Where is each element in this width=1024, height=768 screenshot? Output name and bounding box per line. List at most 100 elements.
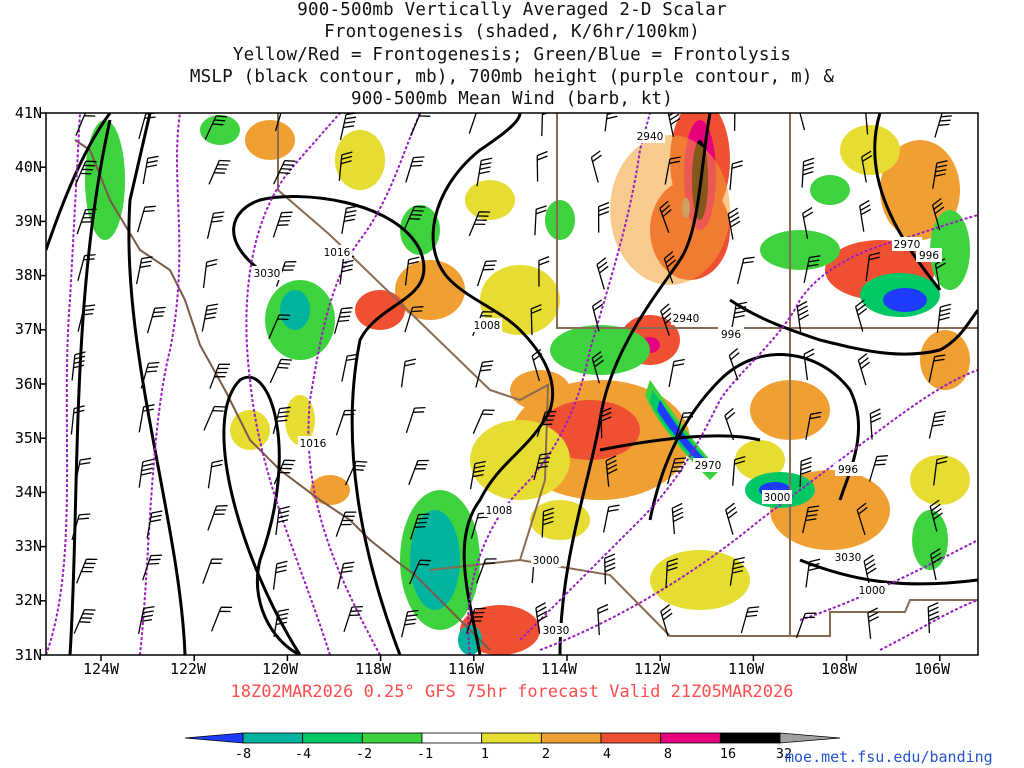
lon-label: 114W	[540, 660, 578, 678]
lat-label: 36N	[14, 375, 42, 393]
wind-barb	[536, 410, 557, 437]
wind-barb	[732, 455, 746, 486]
svg-text:996: 996	[919, 250, 939, 262]
wind-barb	[795, 612, 817, 639]
svg-text:2940: 2940	[637, 131, 664, 143]
wind-barb	[733, 113, 736, 131]
wind-barb	[272, 211, 293, 238]
wind-barb	[929, 499, 943, 532]
wind-barb	[605, 455, 618, 487]
wind-barb	[799, 456, 812, 488]
wind-barb	[207, 505, 228, 531]
credit-link[interactable]: moe.met.fsu.edu/banding	[785, 748, 993, 766]
wind-barb	[859, 199, 872, 232]
wind-barb	[204, 115, 228, 140]
wind-barb	[534, 205, 547, 236]
lon-label: 110W	[727, 660, 765, 678]
wind-barb	[531, 348, 543, 382]
wind-barb	[203, 405, 226, 431]
wind-barb	[541, 113, 550, 137]
wind-barb	[476, 260, 497, 287]
wind-barb	[339, 255, 355, 285]
wind-barb	[405, 156, 425, 183]
wind-barb	[596, 257, 609, 290]
colorbar-label: 32	[775, 746, 793, 762]
lon-label: 118W	[354, 660, 392, 678]
wind-barb	[863, 554, 877, 587]
title-line-3: Yellow/Red = Frontogenesis; Green/Blue =…	[232, 45, 792, 65]
lat-label: 37N	[14, 320, 42, 338]
wind-barb	[671, 502, 684, 535]
lon-label: 108W	[820, 660, 858, 678]
wind-barb	[736, 256, 755, 285]
axis-ticks	[40, 112, 941, 661]
wind-barb	[137, 605, 155, 635]
wind-barb	[869, 408, 882, 440]
wind-barb	[591, 351, 604, 384]
mslp-label: 1000	[857, 583, 887, 597]
wind-barb	[343, 605, 364, 633]
wind-barb	[275, 505, 290, 536]
wind-barb	[602, 504, 620, 533]
wind-barb	[933, 456, 948, 486]
wind-barb	[604, 113, 618, 132]
wind-barb	[664, 156, 681, 185]
colorbar	[184, 732, 841, 744]
height-label: 3030	[252, 266, 282, 280]
wind-barb	[73, 608, 96, 634]
wind-barb	[931, 197, 945, 231]
wind-barb	[867, 607, 879, 639]
colorbar-swatch	[600, 732, 662, 744]
wind-barb	[729, 160, 743, 190]
svg-text:3000: 3000	[764, 492, 791, 504]
wind-barb	[344, 460, 368, 486]
colorbar-swatch	[719, 732, 781, 744]
wind-barb	[730, 301, 748, 331]
wind-barb	[405, 406, 426, 434]
wind-barb	[71, 513, 91, 541]
colorbar-swatch	[421, 732, 483, 744]
height-label: 3030	[541, 623, 571, 637]
lat-label: 32N	[14, 591, 42, 609]
wind-barb	[802, 207, 814, 240]
wind-barb	[210, 606, 233, 632]
wind-barb	[536, 150, 548, 182]
wind-barb	[668, 358, 685, 388]
wind-barb	[138, 404, 155, 433]
wind-barb	[333, 307, 353, 334]
svg-text:1008: 1008	[474, 320, 501, 332]
colorbar-label: -8	[234, 746, 252, 762]
wind-barb	[209, 363, 230, 389]
wind-barb	[268, 314, 291, 340]
wind-barb	[202, 258, 218, 288]
wind-barb	[341, 353, 359, 382]
wind-barb	[535, 602, 548, 634]
svg-text:3000: 3000	[533, 555, 560, 567]
wind-barb	[799, 113, 806, 131]
mslp-contours	[46, 113, 978, 655]
wind-barb	[74, 457, 92, 486]
contour-labels: 1016 1016 1008 1008 996 996 996 1000 294…	[252, 129, 942, 637]
colorbar-swatch	[302, 732, 363, 744]
wind-barb	[930, 548, 943, 581]
lon-label: 120W	[261, 660, 299, 678]
wind-barb	[868, 455, 888, 482]
wind-barb	[469, 460, 486, 490]
wind-barb	[861, 150, 873, 183]
title-line-1: 900-500mb Vertically Averaged 2-D Scalar	[297, 0, 727, 20]
wind-barb	[729, 556, 745, 586]
svg-text:2940: 2940	[673, 313, 700, 325]
mslp-label: 996	[718, 327, 744, 341]
colorbar-label: 4	[602, 746, 612, 762]
wind-barb	[404, 306, 424, 333]
wind-barb	[476, 558, 497, 584]
wind-barb	[865, 113, 869, 135]
wind-barb	[136, 205, 156, 233]
wind-barb	[805, 558, 821, 588]
wind-barb	[541, 507, 555, 538]
height-label: 3030	[833, 550, 863, 564]
wind-barb	[400, 609, 419, 638]
wind-barb	[803, 255, 821, 284]
wind-barb	[936, 303, 952, 333]
